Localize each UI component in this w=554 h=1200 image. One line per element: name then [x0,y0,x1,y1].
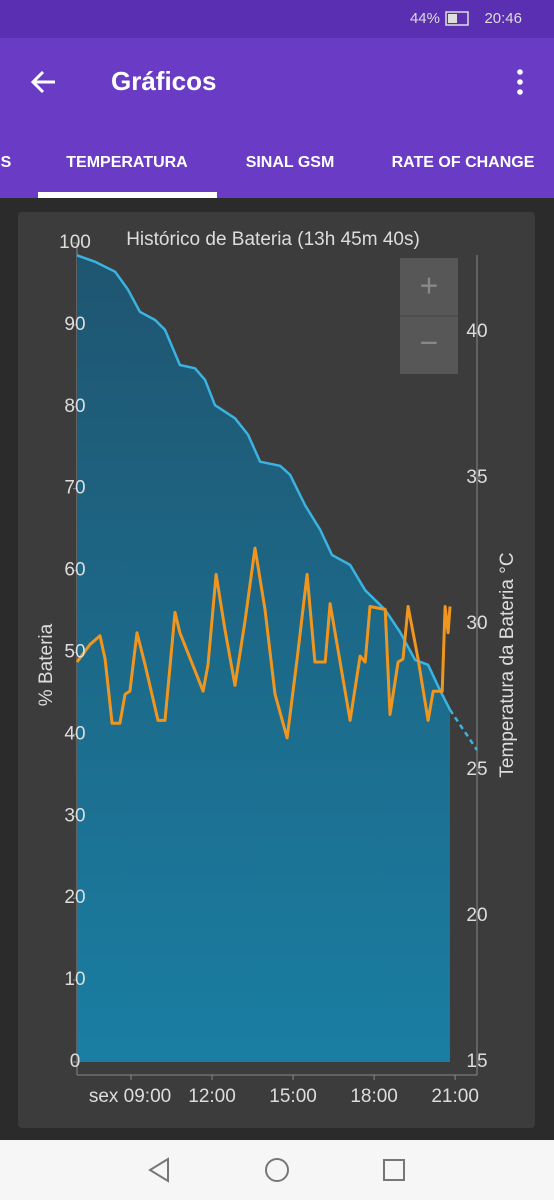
app-bar [0,38,554,198]
chart-title: Histórico de Bateria (13h 45m 40s) [126,229,420,250]
y-tick-label: 70 [64,478,85,499]
y2-tick-label: 40 [466,321,487,342]
tab[interactable]: TEMPERATURA [66,154,188,171]
y-tick-label: 50 [64,642,85,663]
y-tick-label: 10 [64,969,85,990]
back-button[interactable] [30,70,55,94]
y-tick-label: 90 [64,314,85,335]
app-title: Gráficos [111,66,217,96]
plot: 0 10 20 30 40 50 60 70 80 90 100 15 20 25 30 35 40 sex 09… [59,232,487,1107]
y-tick-label: 40 [64,723,85,744]
y-axis-label: % Bateria [36,623,57,706]
zoom-out[interactable]: − [420,324,439,360]
y-tick-label: 20 [64,887,85,908]
battery-area [77,255,450,1063]
x-tick-label: 21:00 [431,1086,479,1107]
nav-home[interactable] [265,1158,289,1182]
battery-line [76,254,452,711]
overflow-menu[interactable] [517,69,523,95]
status-bar [0,0,554,38]
tab[interactable]: RATE OF CHANGE [392,154,535,171]
x-tick-label: 18:00 [350,1086,398,1107]
y-tick-label: 0 [70,1051,81,1072]
y2-axis-label: Temperatura da Bateria °C [497,552,518,777]
nav-recents[interactable] [383,1159,405,1181]
zoom-in[interactable]: + [420,267,439,303]
y2-tick-label: 15 [466,1051,487,1072]
y2-tick-label: 25 [466,759,487,780]
tab[interactable]: SINAL GSM [246,154,335,171]
y-tick-label: 60 [64,560,85,581]
y2-tick-label: 35 [466,467,487,488]
nav-back[interactable] [148,1157,169,1183]
battery-percent: 44% [410,10,440,27]
battery-line [448,709,479,751]
y-tick-label: 30 [64,805,85,826]
y-tick-label: 80 [64,396,85,417]
x-tick-label: 12:00 [188,1086,236,1107]
temperature-line [75,546,452,740]
tab-indicator [38,192,217,198]
y2-tick-label: 20 [466,905,487,926]
battery-level [448,14,457,23]
y-tick-label: 100 [59,232,91,253]
y2-tick-label: 30 [466,613,487,634]
tab[interactable]: S [1,154,12,171]
clock: 20:46 [484,10,522,27]
battery-icon [445,11,469,26]
x-tick-label: 15:00 [269,1086,317,1107]
nav-bar [0,1140,554,1200]
x-tick-label: sex 09:00 [89,1086,171,1107]
